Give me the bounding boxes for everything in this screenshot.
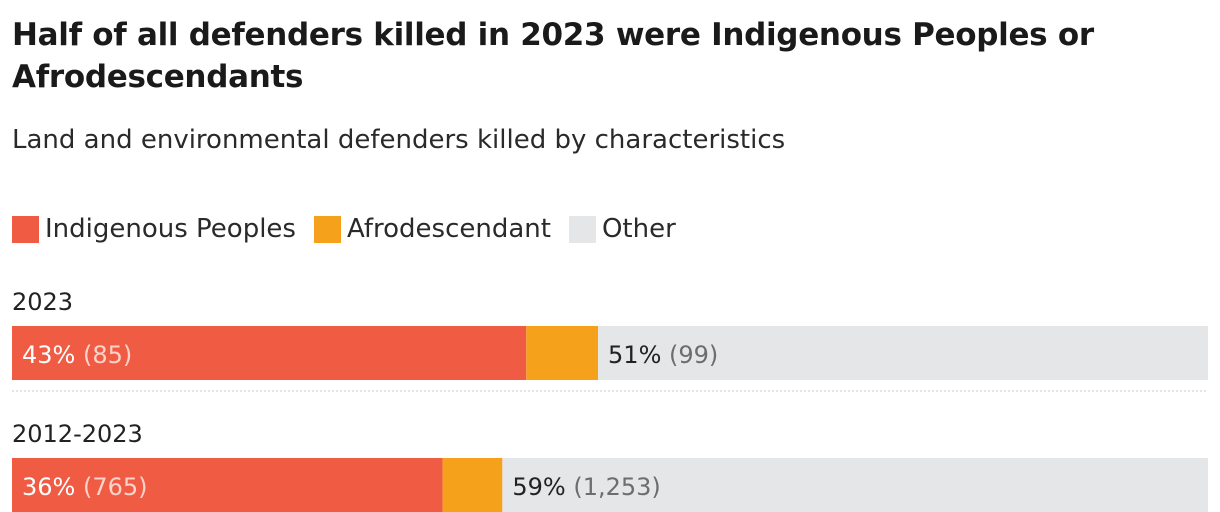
bar-segment-afrodescendant-2012-2023 xyxy=(442,458,503,512)
row-label-2023: 2023 xyxy=(12,288,73,316)
chart-title: Half of all defenders killed in 2023 wer… xyxy=(12,17,1094,95)
legend-swatch-afrodescendant xyxy=(313,215,341,243)
stacked-bar-chart: 2023 43% (85) 51% (99) 2012-2023 36% (765) 59… xyxy=(12,288,1208,512)
legend-swatch-other xyxy=(568,215,596,243)
data-label-other-2023: 51% (99) xyxy=(608,341,718,369)
bar-segment-indigenous-peoples-2023 xyxy=(12,326,527,380)
bar-segment-indigenous-peoples-2012-2023 xyxy=(12,458,443,512)
legend-swatch-indigenous xyxy=(12,215,39,243)
bar-segment-other-2023 xyxy=(598,326,1208,380)
chart-subtitle: Land and environmental defenders killed … xyxy=(12,125,786,155)
data-label-indigenous-peoples-2012-2023: 36% (765) xyxy=(22,473,148,501)
data-label-indigenous-peoples-2023: 43% (85) xyxy=(22,341,132,369)
legend-label-other: Other xyxy=(601,214,676,244)
legend-item-afrodescendant: Afrodescendant xyxy=(313,214,551,244)
legend-item-indigenous: Indigenous Peoples xyxy=(12,214,296,244)
legend: Indigenous Peoples Afrodescendant Other xyxy=(12,214,694,244)
data-label-other-2012-2023: 59% (1,253) xyxy=(512,473,660,501)
legend-item-other: Other xyxy=(568,214,676,244)
row-label-2012-2023: 2012-2023 xyxy=(12,420,143,448)
legend-label-afrodescendant: Afrodescendant xyxy=(346,214,551,244)
bar-segment-afrodescendant-2023 xyxy=(526,326,599,380)
legend-label-indigenous: Indigenous Peoples xyxy=(45,214,296,244)
bar-segment-other-2012-2023 xyxy=(502,458,1208,512)
